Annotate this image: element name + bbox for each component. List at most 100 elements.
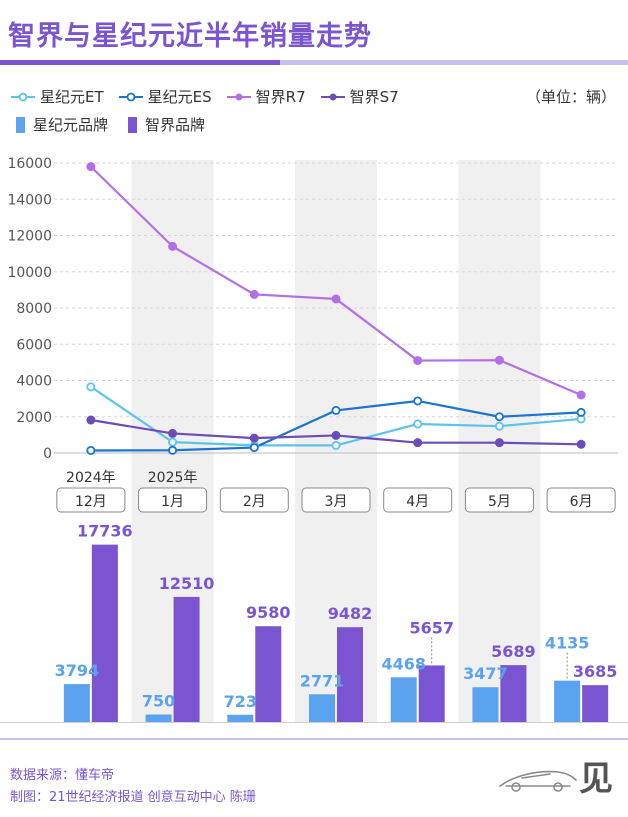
line-legend: 星纪元ET 星纪元ES 智界R7 智界S7 xyxy=(10,86,413,107)
data-point xyxy=(413,438,423,448)
data-point xyxy=(494,421,504,431)
y-tick-label: 6000 xyxy=(16,337,52,353)
bar xyxy=(255,626,282,722)
bar-value-label: 9482 xyxy=(328,604,373,623)
data-point xyxy=(86,445,96,455)
month-pill xyxy=(56,487,126,513)
legend-label-r7: 智界R7 xyxy=(255,88,306,106)
y-tick-label: 0 xyxy=(43,446,52,462)
y-tick-label: 14000 xyxy=(7,192,52,208)
bar xyxy=(554,680,581,722)
y-tick-label: 8000 xyxy=(16,301,52,317)
legend-item-r7: 智界R7 xyxy=(226,86,306,107)
month-label: 5月 xyxy=(488,494,511,510)
bar-value-label: 3685 xyxy=(573,662,618,681)
bar-value-label: 5657 xyxy=(409,618,454,637)
bar-value-label: 17736 xyxy=(77,522,133,541)
month-pill xyxy=(138,487,208,513)
source-note: 数据来源：懂车帝 xyxy=(10,768,115,783)
legend-item-et: 星纪元ET xyxy=(10,86,104,107)
data-point xyxy=(331,405,341,415)
bar xyxy=(390,677,417,722)
bar-legend: 星纪元品牌 智界品牌 xyxy=(10,114,219,135)
data-point xyxy=(576,407,586,417)
data-point xyxy=(331,430,341,440)
month-label: 4月 xyxy=(406,494,429,510)
data-point xyxy=(86,415,96,425)
logo-character: 见 xyxy=(579,759,613,796)
legend-label-et: 星纪元ET xyxy=(40,88,104,106)
bar xyxy=(309,694,335,722)
bar xyxy=(63,684,90,722)
bar-value-label: 750 xyxy=(142,692,175,711)
legend-item-zj-brand: 智界品牌 xyxy=(122,114,205,135)
year-label: 2024年 xyxy=(66,470,116,486)
bar-value-label: 3477 xyxy=(463,664,508,683)
data-point xyxy=(331,294,341,304)
month-label: 1月 xyxy=(161,494,184,510)
data-point xyxy=(576,390,586,400)
footer-divider xyxy=(0,738,628,740)
bar-value-label: 723 xyxy=(224,692,257,711)
month-pill xyxy=(464,487,534,513)
unit-note: （单位：辆） xyxy=(525,88,616,106)
data-point xyxy=(494,355,504,365)
data-point xyxy=(168,428,178,438)
month-pill xyxy=(301,487,371,513)
bar-value-label: 5689 xyxy=(491,642,536,661)
y-tick-label: 12000 xyxy=(7,229,52,245)
data-point xyxy=(494,438,504,448)
data-point xyxy=(86,382,96,392)
bar-value-label: 4468 xyxy=(381,654,426,673)
credit-note: 制图：21世纪经济报道 创意互动中心 陈珊 xyxy=(10,790,256,805)
title-rule xyxy=(0,60,628,65)
y-tick-label: 2000 xyxy=(16,410,52,426)
bar xyxy=(145,714,172,722)
y-tick-label: 4000 xyxy=(16,374,52,390)
bar xyxy=(418,665,445,722)
data-point xyxy=(249,289,259,299)
chart-title: 智界与星纪元近半年销量走势 xyxy=(8,21,372,52)
data-point xyxy=(168,241,178,251)
legend-label-s7: 智界S7 xyxy=(349,88,399,106)
month-label: 6月 xyxy=(570,494,593,510)
month-label: 3月 xyxy=(325,494,348,510)
y-tick-label: 16000 xyxy=(7,156,52,172)
bar xyxy=(227,714,254,722)
bar-value-label: 9580 xyxy=(246,603,291,622)
bar xyxy=(582,685,609,722)
data-point xyxy=(576,439,586,449)
bar-value-label: 4135 xyxy=(545,634,590,653)
bar xyxy=(91,544,118,722)
legend-item-s7: 智界S7 xyxy=(320,86,399,107)
month-pill xyxy=(383,487,453,513)
data-point xyxy=(413,356,423,366)
sales-chart: 0 2000 4000 6000 8000 10000 12000 14000 16000 202… xyxy=(0,156,628,723)
bar xyxy=(500,665,527,722)
month-label: 12月 xyxy=(75,494,107,510)
bar xyxy=(472,687,499,722)
y-tick-label: 10000 xyxy=(7,265,52,281)
data-point xyxy=(249,433,259,443)
data-point xyxy=(249,443,259,453)
data-point xyxy=(413,419,423,429)
legend-label-xjy-brand: 星纪元品牌 xyxy=(33,116,109,134)
data-point xyxy=(331,440,341,450)
data-point xyxy=(168,445,178,455)
data-point xyxy=(86,162,96,172)
year-label: 2025年 xyxy=(148,470,198,486)
month-pill xyxy=(546,487,616,513)
month-pill xyxy=(219,487,289,513)
bar xyxy=(337,627,363,722)
legend-item-es: 星纪元ES xyxy=(118,86,212,107)
legend-item-xjy-brand: 星纪元品牌 xyxy=(10,114,108,135)
bar xyxy=(173,596,200,722)
legend-label-es: 星纪元ES xyxy=(147,88,212,106)
data-point xyxy=(494,412,504,422)
legend-label-zj-brand: 智界品牌 xyxy=(145,116,206,134)
bar-value-label: 2771 xyxy=(300,671,345,690)
car-logo: 见 xyxy=(499,759,613,796)
data-point xyxy=(413,396,423,406)
bar-value-label: 3794 xyxy=(55,661,100,680)
data-point xyxy=(168,437,178,447)
